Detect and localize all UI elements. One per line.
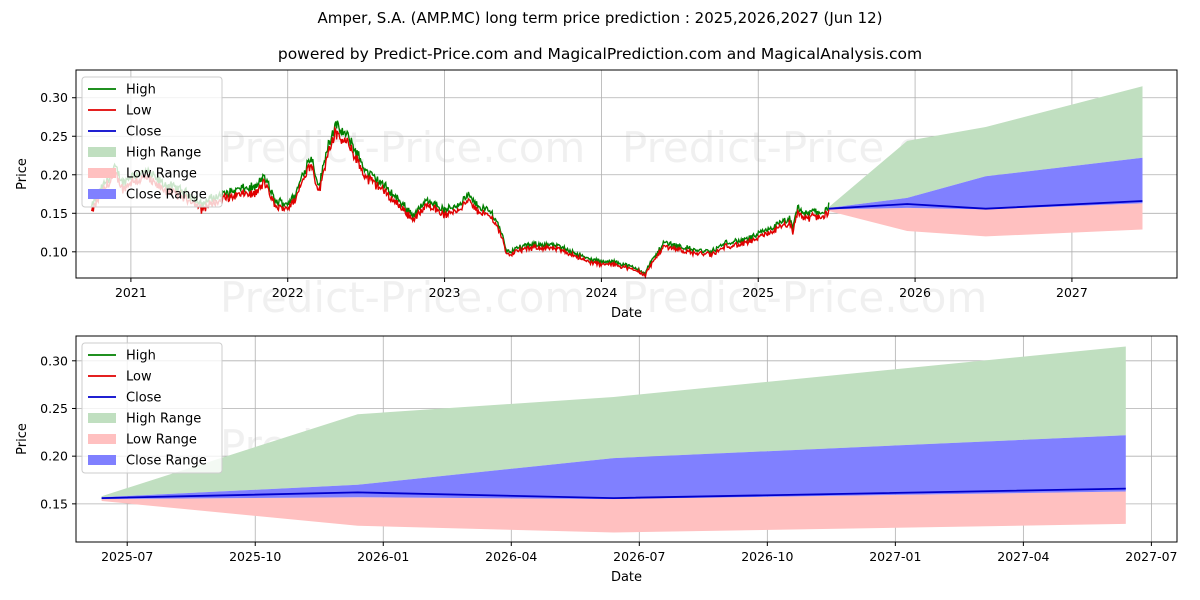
legend-label: Low Range	[126, 167, 197, 182]
x-tick-label: 2027-07	[1125, 549, 1177, 564]
high-range-area	[101, 346, 1126, 498]
legend-swatch	[88, 168, 116, 178]
x-tick-label: 2021	[115, 285, 147, 300]
x-axis-label: Date	[611, 306, 642, 321]
legend-label: High	[126, 349, 156, 364]
tick-labels: 2025-07 2025-10 2026-01 2026-04 2026-07 2026-…	[40, 353, 1177, 564]
watermark-group: Predict-Price.com Predict-Price.com Predic…	[220, 123, 987, 322]
watermark-text: Predict-Price.com	[622, 273, 987, 322]
y-tick-label: 0.10	[40, 244, 68, 259]
x-tick-label: 2026-04	[485, 549, 537, 564]
low-range-area	[101, 491, 1126, 533]
legend-label: Close Range	[126, 188, 207, 203]
legend-label: High Range	[126, 146, 201, 161]
legend-label: High	[126, 83, 156, 98]
legend-box	[81, 76, 223, 208]
axes-frame	[75, 335, 1178, 543]
legend-label: High Range	[126, 412, 201, 427]
x-tick-label: 2024	[585, 285, 617, 300]
legend-label: Low Range	[126, 433, 197, 448]
x-tick-label: 2025	[742, 285, 774, 300]
low-range-area	[828, 203, 1143, 237]
close-line	[828, 200, 1143, 210]
y-tick-label: 0.30	[40, 90, 68, 105]
x-tick-label: 2026-10	[741, 549, 793, 564]
x-axis-label: Date	[611, 570, 642, 585]
x-tick-label: 2027-04	[997, 549, 1049, 564]
close-line	[101, 487, 1126, 500]
y-axis-label: Price	[15, 423, 30, 455]
x-tick-label: 2026	[899, 285, 931, 300]
legend-swatch	[88, 413, 116, 423]
legend-swatch	[88, 147, 116, 157]
watermark-text: Predict-Price.com	[220, 123, 585, 172]
y-tick-label: 0.15	[40, 496, 68, 511]
legend-swatch	[88, 189, 116, 199]
legend-label: Close Range	[126, 454, 207, 469]
chart-panel-2: Predict-Price.comPredict-Price.com2025-0…	[15, 335, 1178, 585]
chart-panel-1: Predict-Price.com Predict-Price.com Predic…	[15, 69, 1178, 322]
legend-box	[81, 342, 223, 474]
legend-label: Close	[126, 391, 161, 406]
x-tick-label: 2022	[272, 285, 304, 300]
close-range-area	[828, 157, 1143, 210]
chart-title: Amper, S.A. (AMP.MC) long term price pre…	[317, 9, 883, 27]
x-tick-label: 2025-07	[101, 549, 153, 564]
legend: High Low Close High Range Low Range Close Ran…	[81, 76, 223, 208]
legend-label: Close	[126, 125, 161, 140]
legend-swatch	[88, 455, 116, 465]
x-tick-label: 2027-01	[869, 549, 921, 564]
y-tick-label: 0.25	[40, 129, 68, 144]
axes-frame	[75, 69, 1178, 279]
chart-subtitle: powered by Predict-Price.com and Magical…	[277, 45, 923, 63]
legend: High Low Close High Range Low Range Close Ran…	[81, 342, 223, 474]
watermark-text: Predict-Price.com	[220, 273, 585, 322]
y-tick-label: 0.20	[40, 449, 68, 464]
x-tick-label: 2026-07	[613, 549, 665, 564]
tick-labels: 2021 2022 2023 2024 2025 2026 2027 0.10 0.15 0.20…	[40, 90, 1088, 300]
y-tick-label: 0.20	[40, 167, 68, 182]
x-tick-label: 2025-10	[229, 549, 281, 564]
x-tick-label: 2023	[429, 285, 461, 300]
legend-label: Low	[126, 104, 152, 119]
high-range-area	[828, 86, 1143, 208]
y-tick-label: 0.15	[40, 206, 68, 221]
y-tick-label: 0.30	[40, 353, 68, 368]
legend-label: Low	[126, 370, 152, 385]
x-tick-label: 2026-01	[357, 549, 409, 564]
close-range-area	[101, 435, 1126, 500]
x-tick-label: 2027	[1056, 285, 1088, 300]
legend-swatch	[88, 434, 116, 444]
y-tick-label: 0.25	[40, 401, 68, 416]
y-axis-label: Price	[15, 158, 30, 190]
